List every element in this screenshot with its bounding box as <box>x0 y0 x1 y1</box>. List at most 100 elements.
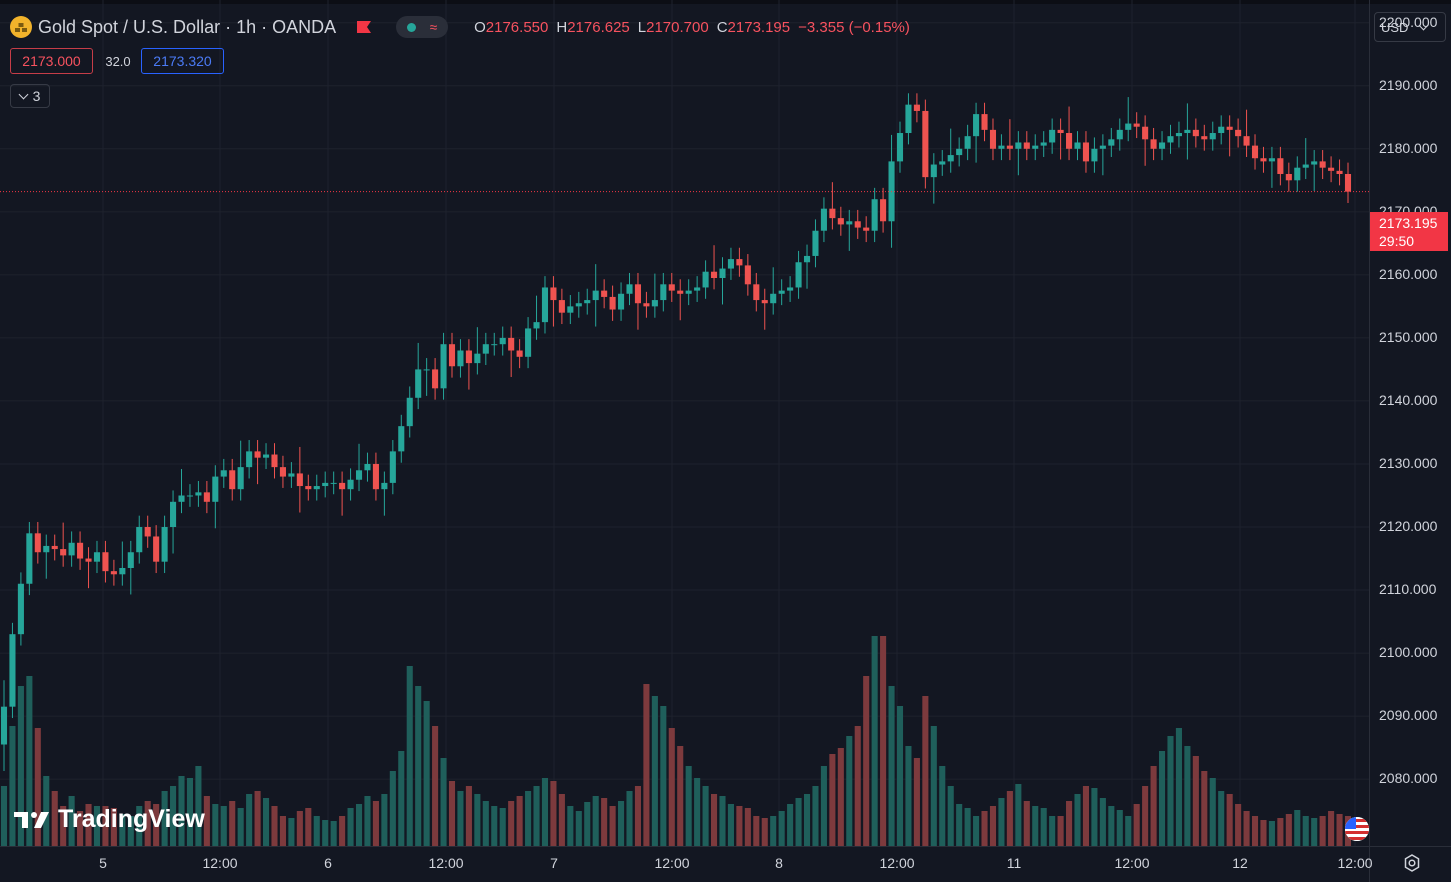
time-axis-label: 12 <box>1232 855 1248 871</box>
volume-bar <box>668 728 675 846</box>
candle-body <box>685 290 692 294</box>
volume-bar <box>1167 736 1174 846</box>
candle-body <box>9 634 16 707</box>
candle-body <box>26 533 33 584</box>
volume-bar <box>694 778 701 846</box>
candle-body <box>347 479 354 490</box>
candle-body <box>1175 133 1182 137</box>
market-status-pill[interactable]: ≈ <box>396 16 449 38</box>
currency-select[interactable]: USD <box>1374 12 1446 42</box>
candle-body <box>1226 126 1233 130</box>
volume-bar <box>34 728 41 846</box>
volume-bar <box>0 786 8 846</box>
volume-bar <box>1074 794 1081 846</box>
volume-bar <box>1158 751 1166 846</box>
candle-body <box>339 482 346 490</box>
candle-body <box>1023 142 1030 149</box>
candle-body <box>871 199 878 231</box>
candle-body <box>694 287 701 291</box>
volume-bar <box>499 808 506 846</box>
candle-body <box>1319 161 1326 168</box>
volume-bar <box>795 798 802 846</box>
candle-body <box>846 221 853 225</box>
flag-icon[interactable] <box>356 20 372 34</box>
volume-bar <box>727 804 734 846</box>
candle-body <box>1251 145 1259 159</box>
indicators-toggle-button[interactable]: 3 <box>10 84 50 108</box>
candle-body <box>677 290 684 294</box>
volume-bar <box>575 811 582 846</box>
volume-bar <box>254 791 261 846</box>
volume-bar <box>43 776 50 846</box>
volume-bar <box>1057 816 1064 846</box>
symbol-title[interactable]: Gold Spot / U.S. Dollar · 1h · OANDA <box>38 16 337 37</box>
volume-bar <box>161 791 168 846</box>
volume-bar <box>736 806 743 846</box>
candle-body <box>1006 145 1013 149</box>
volume-bar <box>1243 811 1250 846</box>
candle-body <box>1082 142 1090 162</box>
candle-body <box>736 259 743 266</box>
candle-body <box>795 262 802 288</box>
time-axis-label: 7 <box>550 855 558 871</box>
candle-body <box>1142 126 1149 140</box>
candle-body <box>372 463 379 490</box>
candle-body <box>744 265 751 285</box>
sell-button[interactable]: 2173.000 <box>10 48 93 74</box>
volume-bar <box>68 796 75 846</box>
candle-body <box>465 350 472 364</box>
candle-body <box>1235 129 1242 137</box>
gear-icon[interactable] <box>1403 854 1421 872</box>
candle-body <box>1099 145 1106 149</box>
candle-body <box>491 344 498 346</box>
price-axis-label: 2120.000 <box>1379 518 1438 535</box>
data-delay-icon: ≈ <box>429 19 438 35</box>
volume-bar <box>398 751 405 846</box>
candle-body <box>575 303 582 307</box>
candle-body <box>516 350 523 357</box>
volume-bar <box>905 746 912 846</box>
volume-bar <box>1226 794 1233 846</box>
volume-bar <box>778 811 785 846</box>
price-axis-label: 2160.000 <box>1379 265 1438 282</box>
volume-bar <box>1023 801 1030 846</box>
volume-bar <box>989 806 997 846</box>
volume-bar <box>170 786 177 846</box>
candle-body <box>305 486 312 490</box>
time-axis-label: 8 <box>775 855 783 871</box>
tradingview-logo[interactable]: TradingView <box>12 805 205 834</box>
volume-bar <box>525 791 532 846</box>
change-value: −3.355 (−0.15%) <box>798 18 910 36</box>
volume-bar <box>567 806 574 846</box>
volume-bar <box>186 778 194 846</box>
volume-bar <box>1251 816 1259 846</box>
volume-bar <box>871 636 878 846</box>
volume-bar <box>863 676 870 846</box>
close-value: 2173.195 <box>727 18 791 36</box>
volume-bar <box>1201 771 1208 846</box>
volume-bar <box>1285 814 1292 846</box>
candle-body <box>651 300 658 307</box>
candle-body <box>643 303 650 307</box>
candle-body <box>1150 139 1157 149</box>
market-open-dot-icon <box>406 22 416 32</box>
symbol-legend[interactable]: Gold Spot / U.S. Dollar · 1h · OANDA ≈ O… <box>10 14 910 40</box>
volume-bar <box>322 820 329 846</box>
candle-body <box>981 114 988 130</box>
candle-body <box>710 271 718 279</box>
candle-body <box>1167 136 1174 143</box>
volume-bar <box>1091 788 1098 846</box>
candle-body <box>60 549 67 556</box>
candle-body <box>770 293 777 304</box>
volume-bar <box>1108 806 1115 846</box>
volume-bar <box>119 814 126 846</box>
volume-bar <box>305 808 312 846</box>
us-flag-icon[interactable] <box>1345 817 1369 841</box>
candle-body <box>787 287 794 291</box>
volume-bar <box>313 816 320 846</box>
volume-bar <box>364 796 371 846</box>
candle-body <box>423 369 430 371</box>
buy-button[interactable]: 2173.320 <box>141 48 224 74</box>
volume-bar <box>448 781 456 846</box>
price-chart[interactable] <box>0 0 1369 846</box>
